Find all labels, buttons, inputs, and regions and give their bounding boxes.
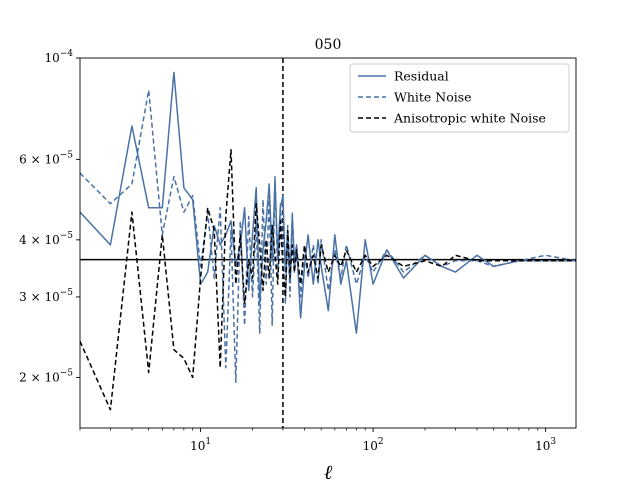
x-tick-label: 102 [363, 437, 384, 453]
x-axis-label: ℓ [324, 460, 333, 480]
x-tick-label: 101 [190, 437, 211, 453]
legend: Residual White Noise Anisotropic white Noi… [349, 63, 570, 133]
axis-ticks: 101 102 103 2 × 10−5 3 × 10−5 4 × 10−5 6 × 10−… [19, 49, 556, 453]
series-line-residual [80, 71, 576, 334]
legend-label: Anisotropic white Noise [393, 111, 546, 126]
y-tick-label: 6 × 10−5 [19, 150, 73, 166]
y-tick-label: 2 × 10−5 [19, 368, 73, 384]
axes-border [79, 57, 577, 429]
y-tick-label: 10−4 [44, 49, 73, 65]
axes-frame [79, 57, 577, 429]
legend-label: White Noise [394, 90, 472, 105]
legend-box [349, 63, 570, 133]
x-tick-label: 103 [535, 437, 556, 453]
chart-title: 050 [315, 37, 342, 53]
series-line-anisotropic-white-noise [80, 148, 576, 411]
plot-area [80, 58, 576, 428]
y-tick-label: 3 × 10−5 [19, 288, 73, 304]
legend-label: Residual [394, 69, 449, 84]
y-tick-label: 4 × 10−5 [19, 231, 73, 247]
